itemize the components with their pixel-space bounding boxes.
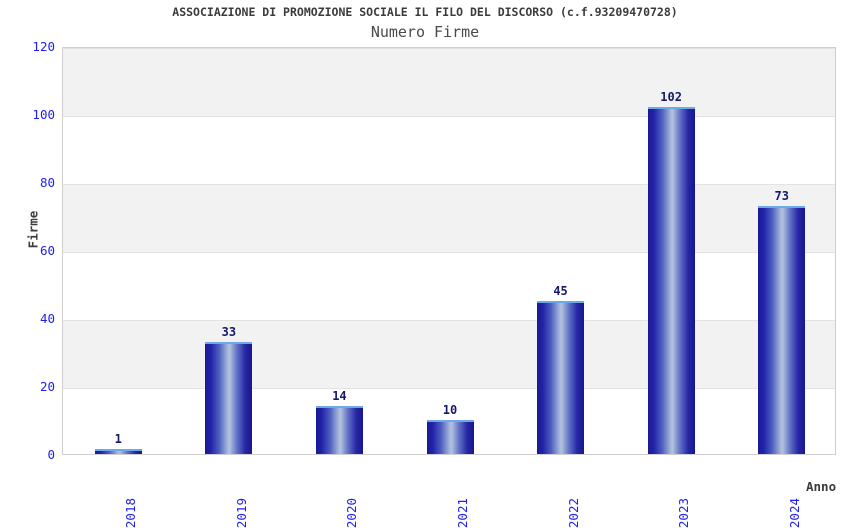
bar-value-label: 102 xyxy=(660,90,682,105)
x-tick-label: 2019 xyxy=(233,498,249,528)
x-tick-label: 2018 xyxy=(123,498,139,528)
bar-value-label: 45 xyxy=(553,284,568,298)
bar-value-label: 1 xyxy=(114,432,122,446)
gridline xyxy=(63,320,835,321)
y-axis-ticks: 0 20 40 60 80 100 120 xyxy=(0,39,55,462)
y-tick-label: 40 xyxy=(39,311,55,326)
x-axis-title: Anno xyxy=(806,479,837,494)
chart-title: ASSOCIAZIONE DI PROMOZIONE SOCIALE IL FI… xyxy=(172,5,678,19)
bar xyxy=(94,449,142,454)
y-tick-label: 80 xyxy=(39,175,55,190)
x-tick-label: 2022 xyxy=(565,498,581,528)
y-tick-label: 100 xyxy=(32,107,55,122)
x-axis-ticks: 2018 2019 2020 2021 2022 2023 2024 xyxy=(62,462,836,528)
x-tick-label: 2024 xyxy=(786,498,802,528)
bar-chart: ASSOCIAZIONE DI PROMOZIONE SOCIALE IL FI… xyxy=(0,5,837,528)
bar xyxy=(537,301,585,454)
gridline xyxy=(63,48,835,49)
bar xyxy=(315,406,363,454)
gridline xyxy=(63,388,835,389)
bar xyxy=(647,107,695,454)
bar-value-label: 73 xyxy=(774,188,789,203)
bar xyxy=(758,205,806,454)
chart-subtitle: Numero Firme xyxy=(370,23,480,41)
x-tick-label: 2020 xyxy=(344,498,360,528)
bar-value-label: 33 xyxy=(221,324,237,339)
y-tick-label: 60 xyxy=(39,243,55,258)
bar xyxy=(426,420,474,454)
gridline xyxy=(63,252,835,253)
bars-layer: 1 33 14 10 45 102 73 xyxy=(63,48,835,454)
x-tick-label: 2021 xyxy=(455,498,470,528)
grid-band xyxy=(63,48,835,116)
y-tick-label: 0 xyxy=(47,447,55,462)
x-tick-label: 2023 xyxy=(676,498,692,528)
plot-area: 1 33 14 10 45 102 73 xyxy=(62,47,836,455)
bar-value-label: 14 xyxy=(332,389,347,404)
grid-band xyxy=(63,184,835,252)
y-tick-label: 20 xyxy=(39,379,55,394)
y-tick-label: 120 xyxy=(32,39,55,54)
bar xyxy=(205,341,253,454)
bar-value-label: 10 xyxy=(442,403,458,417)
gridline xyxy=(63,116,835,117)
gridline xyxy=(63,184,835,185)
y-axis-title: Firme xyxy=(25,210,41,249)
grid-band xyxy=(63,320,835,388)
